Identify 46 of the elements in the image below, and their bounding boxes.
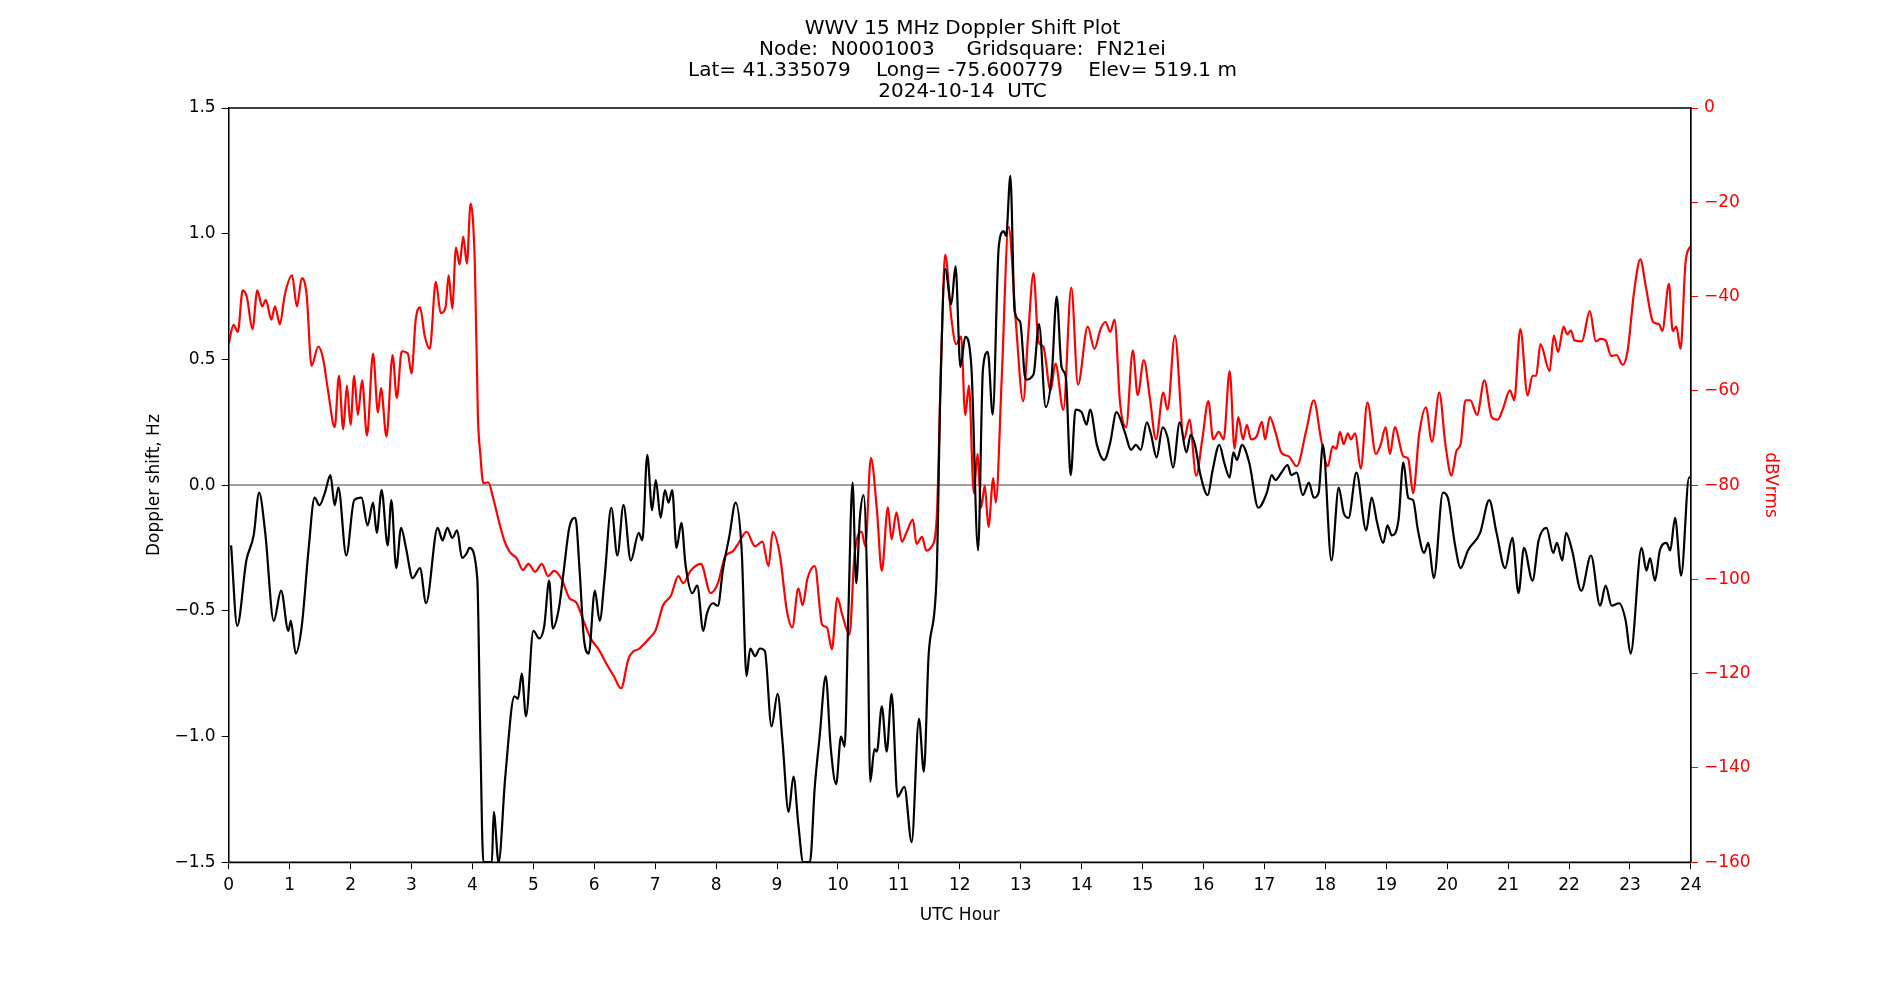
- y2-tick-label: −120: [1703, 662, 1751, 683]
- x-tick-label: 9: [771, 873, 783, 894]
- x-tick-label: 7: [649, 873, 661, 894]
- x-tick-label: 17: [1253, 873, 1276, 894]
- y2-tick-label: −100: [1703, 567, 1751, 588]
- x-tick-label: 12: [948, 873, 971, 894]
- y2-tick-label: −40: [1703, 284, 1740, 305]
- x-tick-label: 13: [1009, 873, 1032, 894]
- x-tick-label: 14: [1070, 873, 1093, 894]
- y2-tick-label: −160: [1703, 850, 1751, 871]
- x-tick-label: 22: [1558, 873, 1580, 894]
- y2-tick-label: −140: [1703, 756, 1751, 777]
- y-tick-label: 0.5: [188, 347, 216, 368]
- x-axis-title: UTC Hour: [919, 904, 1000, 925]
- x-tick-label: 11: [888, 873, 910, 894]
- x-tick-label: 4: [466, 873, 478, 894]
- x-tick-label: 10: [827, 873, 849, 894]
- x-tick-label: 19: [1375, 873, 1398, 894]
- chart-title: WWV 15 MHz Doppler Shift Plot: [804, 14, 1121, 39]
- x-tick-label: 23: [1619, 873, 1641, 894]
- y2-tick-label: −20: [1703, 190, 1740, 211]
- x-tick-label: 24: [1680, 873, 1702, 894]
- y-tick-label: −1.5: [174, 850, 216, 871]
- x-tick-label: 5: [527, 873, 539, 894]
- line-series: [228, 202, 1691, 690]
- y-tick-label: −0.5: [174, 599, 216, 620]
- x-tick-label: 1: [284, 873, 296, 894]
- y-tick-label: 1.5: [188, 96, 216, 117]
- y-tick-label: 0.0: [188, 473, 216, 494]
- x-tick-label: 3: [406, 873, 417, 894]
- x-tick-label: 21: [1497, 873, 1519, 894]
- y2-tick-label: −60: [1703, 379, 1740, 400]
- y2-tick-label: −80: [1703, 473, 1740, 494]
- x-tick-label: 0: [223, 873, 235, 894]
- x-tick-label: 8: [710, 873, 722, 894]
- y-tick-label: 1.0: [188, 222, 216, 243]
- x-tick-label: 15: [1131, 873, 1154, 894]
- y2-axis-title: dBVrms: [1762, 452, 1783, 519]
- x-tick-label: 6: [588, 873, 600, 894]
- y2-tick-label: 0: [1703, 96, 1715, 117]
- y-tick-label: −1.0: [174, 724, 216, 745]
- x-tick-label: 18: [1314, 873, 1337, 894]
- x-tick-label: 16: [1192, 873, 1215, 894]
- x-tick-label: 20: [1436, 873, 1459, 894]
- y-axis-title: Doppler shift, Hz: [142, 414, 163, 557]
- x-tick-label: 2: [345, 873, 356, 894]
